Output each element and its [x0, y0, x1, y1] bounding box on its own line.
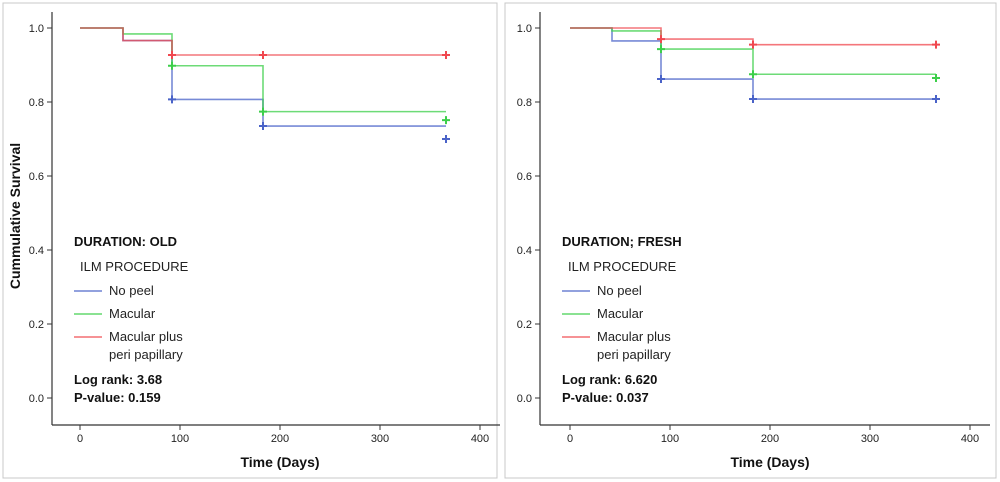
log-rank: Log rank: 6.620	[562, 372, 657, 387]
censor-mark	[749, 70, 757, 79]
x-axis-label: Time (Days)	[730, 454, 809, 470]
censor-mark	[168, 95, 176, 104]
y-axis-label: Cummulative Survival	[7, 143, 23, 289]
survival-curve-macular	[570, 27, 936, 76]
censor-mark	[932, 40, 940, 49]
legend-label: Macular	[109, 306, 156, 321]
x-tick-label: 400	[961, 433, 979, 445]
x-tick-label: 0	[77, 433, 83, 445]
censor-mark	[259, 122, 267, 131]
p-value: P-value: 0.037	[562, 390, 649, 405]
censor-mark	[749, 95, 757, 104]
chart-panel-2: 0.0 0.2 0.4 0.6 0.8 1.0 0 100 200 300 400 Time (Day…	[504, 2, 997, 479]
legend-label: Macular plus	[109, 329, 183, 344]
legend-title: ILM PROCEDURE	[568, 259, 677, 274]
legend-label: peri papillary	[109, 347, 183, 362]
y-tick-label: 0.0	[29, 393, 44, 405]
legend-label: No peel	[597, 283, 642, 298]
censor-mark	[259, 51, 267, 60]
censor-mark	[442, 135, 450, 143]
p-value: P-value: 0.159	[74, 390, 161, 405]
log-rank: Log rank: 3.68	[74, 372, 162, 387]
censor-mark	[259, 107, 267, 116]
y-tick-label: 0.6	[29, 171, 44, 183]
legend-title: ILM PROCEDURE	[80, 259, 189, 274]
y-tick-label: 0.8	[29, 97, 44, 109]
censor-mark	[932, 73, 940, 82]
censor-mark	[657, 45, 665, 54]
x-tick-label: 300	[371, 433, 389, 445]
y-tick-label: 0.4	[517, 245, 532, 257]
legend-label: Macular plus	[597, 329, 671, 344]
y-tick-label: 1.0	[517, 23, 532, 35]
censor-mark	[749, 40, 757, 49]
y-tick-label: 1.0	[29, 23, 44, 35]
censor-mark	[168, 61, 176, 70]
x-tick-label: 300	[861, 433, 879, 445]
y-tick-label: 0.4	[29, 245, 44, 257]
survival-curve-macular-plus	[80, 27, 446, 56]
panel-border	[504, 2, 997, 479]
x-tick-label: 0	[567, 433, 573, 445]
y-tick-label: 0.6	[517, 171, 532, 183]
panel-title: DURATION; FRESH	[562, 234, 682, 249]
legend-label: No peel	[109, 283, 154, 298]
censor-mark	[442, 51, 450, 60]
censor-mark	[657, 75, 665, 84]
survival-curve-macular-plus	[570, 27, 936, 46]
y-tick-label: 0.0	[517, 393, 532, 405]
censor-mark	[932, 95, 940, 104]
censor-mark	[657, 35, 665, 44]
panel-title: DURATION: OLD	[74, 234, 177, 249]
legend-label: peri papillary	[597, 347, 671, 362]
x-axis-label: Time (Days)	[240, 454, 319, 470]
chart-panel-1: 0.0 0.2 0.4 0.6 0.8 1.0 0 100 200 300 400 Time (Day…	[2, 2, 500, 479]
x-tick-label: 400	[471, 433, 489, 445]
x-tick-label: 100	[661, 433, 679, 445]
x-tick-label: 200	[271, 433, 289, 445]
censor-mark	[442, 116, 450, 125]
x-tick-label: 100	[171, 433, 189, 445]
y-tick-label: 0.8	[517, 97, 532, 109]
y-tick-label: 0.2	[29, 319, 44, 331]
x-tick-label: 200	[761, 433, 779, 445]
censor-mark	[168, 51, 176, 60]
y-tick-label: 0.2	[517, 319, 532, 331]
legend-label: Macular	[597, 306, 644, 321]
panel-border	[2, 2, 498, 479]
